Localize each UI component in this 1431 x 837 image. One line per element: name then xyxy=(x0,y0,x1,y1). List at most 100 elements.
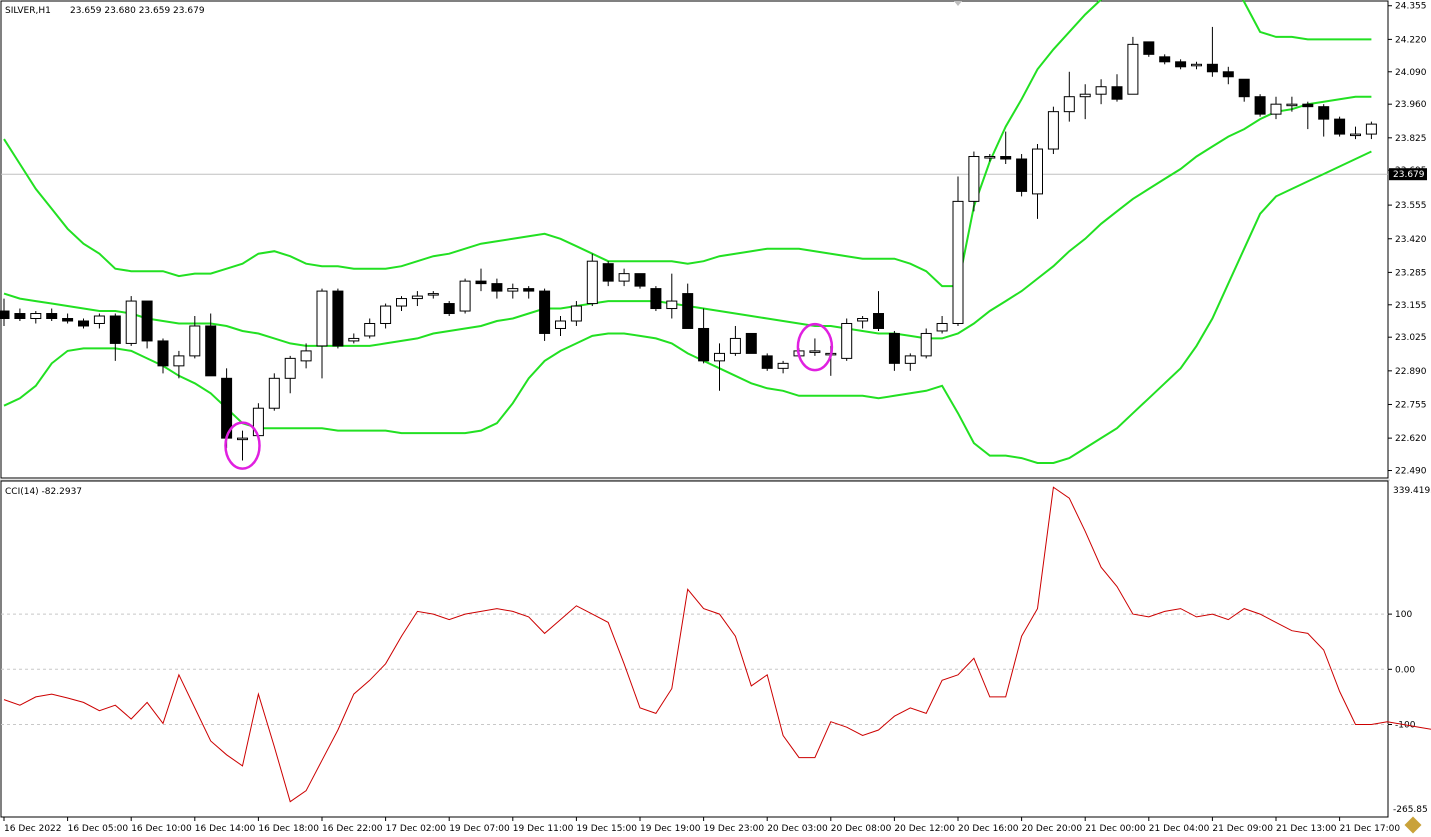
candle[interactable] xyxy=(1286,96,1298,112)
candle[interactable] xyxy=(539,288,551,341)
candle[interactable] xyxy=(189,316,201,359)
candle[interactable] xyxy=(157,338,169,374)
candle[interactable] xyxy=(1143,41,1155,57)
candle[interactable] xyxy=(1254,94,1266,117)
candle[interactable] xyxy=(920,328,932,359)
current-price-line: 23.679 xyxy=(1,168,1427,181)
candle[interactable] xyxy=(666,273,678,319)
candle[interactable] xyxy=(348,333,360,344)
shift-marker-icon[interactable] xyxy=(954,1,962,6)
candle[interactable] xyxy=(284,355,296,394)
candle[interactable] xyxy=(873,291,884,331)
candle[interactable] xyxy=(46,308,58,321)
candle[interactable] xyxy=(618,268,630,287)
candle[interactable] xyxy=(777,360,789,374)
candle[interactable] xyxy=(1111,74,1123,102)
time-tick-label: 19 Dec 15:00 xyxy=(576,824,637,834)
candle[interactable] xyxy=(1159,54,1171,65)
candle[interactable] xyxy=(745,332,757,354)
candle[interactable] xyxy=(443,301,455,317)
candle[interactable] xyxy=(507,283,519,299)
candle[interactable] xyxy=(586,253,598,307)
price-tick-label: 23.555 xyxy=(1395,201,1427,211)
candle[interactable] xyxy=(316,288,328,379)
candle[interactable] xyxy=(109,313,121,361)
candle[interactable] xyxy=(237,430,248,461)
candle[interactable] xyxy=(1079,84,1091,120)
candle[interactable] xyxy=(491,278,503,299)
candle[interactable] xyxy=(904,353,916,371)
candle[interactable] xyxy=(1032,144,1043,219)
candle[interactable] xyxy=(1206,26,1218,77)
candle[interactable] xyxy=(761,353,773,371)
candle[interactable] xyxy=(888,330,900,371)
candle[interactable] xyxy=(411,291,423,307)
candle[interactable] xyxy=(173,350,185,379)
candle[interactable] xyxy=(93,313,105,329)
candle[interactable] xyxy=(1175,59,1187,70)
candle[interactable] xyxy=(1063,71,1075,122)
candle[interactable] xyxy=(952,176,964,326)
candle[interactable] xyxy=(936,316,948,334)
candle[interactable] xyxy=(523,286,535,299)
candle[interactable] xyxy=(427,291,439,299)
candle[interactable] xyxy=(1302,101,1314,130)
candle[interactable] xyxy=(125,296,137,346)
candle[interactable] xyxy=(698,308,710,364)
candle-body-up xyxy=(173,355,185,367)
time-tick-label: 21 Dec 04:00 xyxy=(1149,824,1210,834)
candle[interactable] xyxy=(62,313,74,324)
candle-body-up xyxy=(809,350,821,353)
candle[interactable] xyxy=(555,316,566,336)
candle[interactable] xyxy=(14,308,26,321)
candle[interactable] xyxy=(1000,131,1012,164)
time-tick-label: 21 Dec 09:00 xyxy=(1212,824,1273,834)
candle[interactable] xyxy=(475,268,487,292)
candle[interactable] xyxy=(602,261,614,287)
candle[interactable] xyxy=(634,273,646,289)
candle[interactable] xyxy=(1127,36,1139,95)
candle[interactable] xyxy=(1191,61,1202,70)
candle[interactable] xyxy=(1047,106,1059,155)
candle[interactable] xyxy=(300,343,312,369)
candle[interactable] xyxy=(364,318,376,339)
candle[interactable] xyxy=(857,316,869,329)
cci-level-label: 0.00 xyxy=(1395,665,1415,675)
candle[interactable] xyxy=(1238,78,1250,102)
candle[interactable] xyxy=(714,343,725,391)
candle[interactable] xyxy=(650,286,662,312)
candle-body-down xyxy=(109,315,121,344)
candle[interactable] xyxy=(141,300,153,349)
candle[interactable] xyxy=(1270,96,1282,120)
candle[interactable] xyxy=(1318,104,1330,137)
candle[interactable] xyxy=(1016,154,1028,197)
candle[interactable] xyxy=(332,288,344,349)
candle[interactable] xyxy=(268,373,280,411)
candles[interactable] xyxy=(0,26,1377,461)
candle[interactable] xyxy=(78,318,89,329)
candle-body-down xyxy=(46,313,58,320)
candle[interactable] xyxy=(682,283,694,329)
candle[interactable] xyxy=(809,338,821,356)
candle[interactable] xyxy=(968,151,980,212)
candle[interactable] xyxy=(1350,126,1361,140)
candle[interactable] xyxy=(30,311,42,324)
candle[interactable] xyxy=(252,403,264,439)
candle[interactable] xyxy=(205,313,217,377)
candle[interactable] xyxy=(0,298,10,326)
price-tick-label: 24.090 xyxy=(1395,68,1427,78)
candle[interactable] xyxy=(459,278,471,314)
candle[interactable] xyxy=(396,296,407,312)
candle[interactable] xyxy=(729,325,741,356)
candle[interactable] xyxy=(841,318,853,361)
candle-body-down xyxy=(745,332,757,354)
candle[interactable] xyxy=(1222,66,1234,85)
highlight-ellipse xyxy=(224,421,261,470)
watermark xyxy=(1404,816,1425,834)
candle[interactable] xyxy=(1334,116,1346,137)
candle[interactable] xyxy=(984,154,996,162)
candle[interactable] xyxy=(1365,121,1377,140)
candle[interactable] xyxy=(570,301,582,326)
candle[interactable] xyxy=(380,303,392,329)
candle[interactable] xyxy=(1095,79,1107,105)
